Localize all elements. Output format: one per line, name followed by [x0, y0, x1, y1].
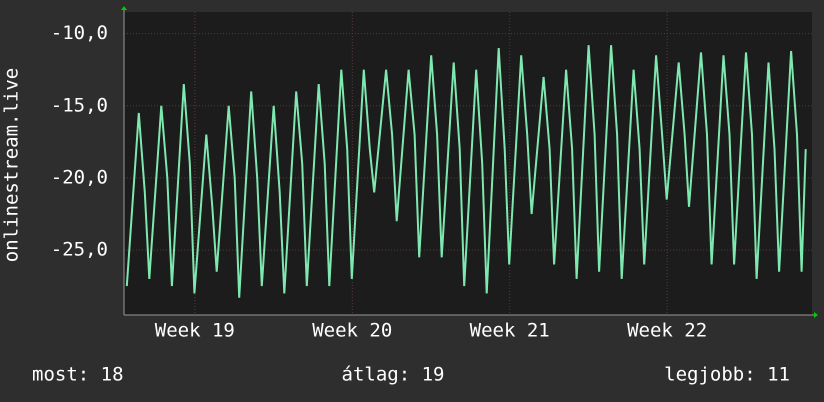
footer-average: átlag: 19 — [342, 364, 445, 386]
x-tick-label: Week 21 — [470, 320, 550, 342]
y-tick-label: -10,0 — [51, 22, 108, 44]
x-tick-label: Week 20 — [312, 320, 392, 342]
footer-best: legjobb: 11 — [664, 364, 790, 386]
footer-current: most: 18 — [32, 364, 124, 386]
y-tick-label: -25,0 — [51, 239, 108, 261]
y-tick-label: -20,0 — [51, 166, 108, 188]
axis-arrow — [121, 6, 127, 10]
y-tick-label: -15,0 — [51, 94, 108, 116]
x-tick-label: Week 19 — [155, 320, 235, 342]
y-axis-label: onlinestream.live — [1, 68, 23, 262]
x-tick-label: Week 22 — [627, 320, 707, 342]
axis-arrow — [814, 312, 818, 318]
data-line — [125, 45, 807, 298]
